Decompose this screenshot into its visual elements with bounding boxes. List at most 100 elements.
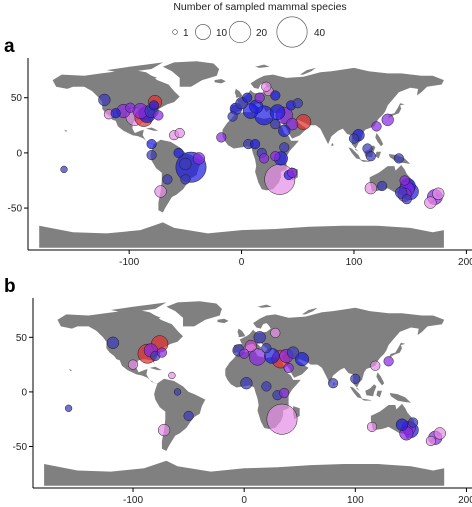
sample-point: [424, 196, 437, 209]
sample-point: [401, 194, 412, 205]
legend-circle-1: [172, 29, 178, 35]
legend-label-1: 1: [183, 28, 189, 39]
landmass: [365, 384, 377, 397]
sample-point: [383, 356, 394, 367]
sample-point: [371, 121, 382, 132]
x-tick-label: -100: [119, 257, 139, 268]
panel-b: b -100 0 100 200 50 0 -50: [4, 276, 472, 506]
landmass: [106, 62, 163, 73]
landmass: [162, 61, 220, 87]
landmass: [217, 318, 229, 324]
legend-items: 1 10 20 40: [172, 16, 326, 48]
sample-point: [365, 151, 376, 162]
landmass: [237, 328, 246, 338]
landmass: [348, 147, 361, 160]
y-tick-label: 0: [21, 387, 27, 398]
sample-point: [269, 104, 286, 120]
sample-point: [366, 421, 378, 432]
sample-point: [60, 165, 68, 174]
x-tick-label: 100: [347, 495, 364, 506]
sample-point: [261, 381, 272, 392]
sample-point: [432, 187, 445, 200]
sample-point: [261, 81, 272, 92]
landmass: [68, 369, 72, 372]
landmass: [140, 75, 158, 81]
x-tick-label: 100: [346, 257, 363, 268]
sample-point: [183, 410, 194, 421]
landmass: [144, 315, 161, 320]
legend-label-40: 40: [314, 28, 326, 39]
sample-point: [287, 167, 298, 178]
x-tick-label: 0: [239, 257, 245, 268]
sample-point: [370, 360, 381, 371]
legend-circle-20: [228, 20, 252, 44]
sample-point: [157, 423, 171, 437]
sample-point: [240, 377, 253, 390]
y-tick-label: -50: [13, 442, 28, 453]
landmass: [57, 310, 183, 384]
sample-point: [350, 373, 361, 384]
landmass: [230, 67, 444, 152]
landmass: [214, 79, 226, 84]
size-legend: Number of sampled mammal species 1 10 20 40: [172, 1, 347, 48]
sample-point: [253, 331, 266, 344]
map-b: [44, 301, 445, 486]
sample-point: [125, 102, 136, 113]
sample-point: [377, 180, 388, 192]
sample-point: [98, 93, 111, 107]
sample-point: [266, 403, 298, 435]
landmass: [375, 151, 381, 159]
sample-point: [278, 124, 291, 137]
sample-point: [261, 343, 272, 354]
sample-point: [146, 150, 157, 161]
landmass: [39, 222, 444, 248]
axes-b: -100 0 100 200 50 0 -50: [13, 298, 472, 506]
axes-a: -100 0 100 200 50 0 -50: [8, 58, 472, 268]
sample-point: [292, 98, 303, 109]
sample-point: [250, 139, 261, 150]
sample-point: [395, 418, 409, 431]
sample-point: [64, 404, 73, 412]
sample-point: [153, 110, 164, 121]
sample-point: [283, 362, 294, 373]
y-tick-label: -50: [8, 204, 23, 215]
sample-point: [127, 359, 139, 370]
sample-point: [162, 174, 173, 185]
map-a: [39, 61, 444, 248]
landmass: [302, 307, 318, 315]
sample-point: [364, 182, 377, 195]
sample-point: [425, 435, 436, 447]
landmass: [300, 67, 316, 75]
sample-point: [173, 388, 182, 396]
landmass: [234, 88, 243, 98]
sample-point: [348, 133, 360, 144]
sample-point: [279, 387, 290, 399]
landmass: [255, 64, 270, 68]
sample-point: [110, 108, 121, 119]
landmass: [331, 143, 334, 147]
legend-circle-40: [276, 16, 308, 48]
landmass: [257, 304, 272, 308]
sample-point: [106, 336, 120, 349]
sample-point: [381, 113, 394, 126]
sample-point: [179, 157, 192, 171]
landmass: [110, 302, 167, 313]
x-tick-label: 200: [458, 495, 472, 506]
points-b: [64, 327, 446, 447]
sample-point: [192, 152, 206, 165]
sample-point: [254, 92, 265, 103]
x-tick-label: 200: [458, 257, 472, 268]
sample-point: [294, 352, 310, 367]
landmass: [146, 127, 159, 131]
x-tick-label: -100: [123, 495, 143, 506]
landmass: [359, 159, 371, 162]
sample-point: [270, 327, 281, 338]
landmass: [166, 301, 222, 327]
sample-point: [168, 371, 176, 380]
landmass: [360, 398, 372, 401]
sample-point: [286, 118, 299, 131]
landmass: [64, 129, 68, 132]
sample-point: [216, 132, 227, 143]
y-tick-label: 50: [16, 333, 28, 344]
sample-point: [180, 174, 191, 185]
